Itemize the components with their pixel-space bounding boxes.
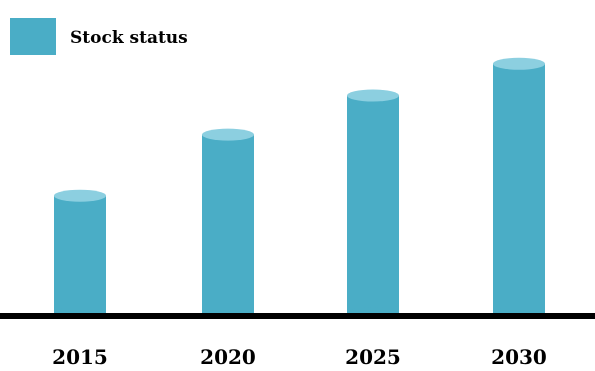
bar-body [493,63,545,313]
bar-top-cap [493,57,545,70]
bar-body [54,195,106,313]
bar-top-cap [54,189,106,202]
x-tick-label-2020: 2020 [200,345,256,367]
bar-body [347,95,399,313]
bar-top-cap [202,128,254,141]
bar-2030 [493,57,545,319]
baseline [0,313,595,319]
x-tick-label-2030: 2030 [491,345,547,367]
x-tick-labels: 2015 2020 2025 2030 [52,345,547,369]
bar-2020 [202,128,254,319]
x-tick-label-2015: 2015 [52,345,108,367]
legend-label: Stock status [70,28,188,48]
x-tick-label-2025: 2025 [345,345,401,367]
bars-group [54,57,545,319]
bar-2025 [347,89,399,319]
bar-top-cap [347,89,399,102]
bar-body [202,134,254,313]
bar-2015 [54,189,106,319]
legend-swatch [10,18,56,55]
